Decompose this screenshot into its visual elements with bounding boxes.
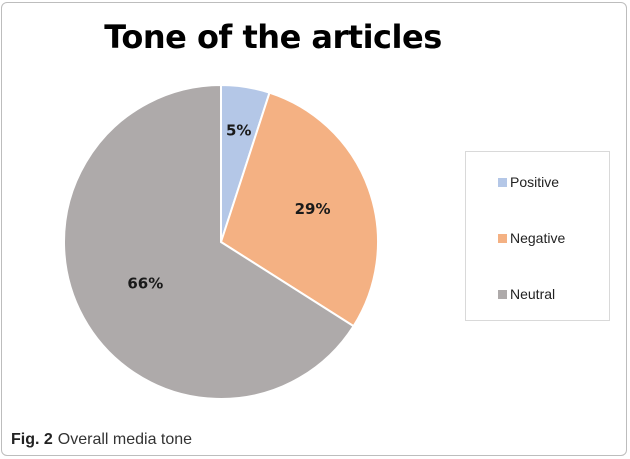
legend-item-neutral: Neutral [498, 284, 555, 304]
chart-title: Tone of the articles [104, 18, 442, 56]
legend-swatch-negative [498, 233, 507, 243]
figure-number: Fig. 2 [11, 431, 53, 448]
legend-label-neutral: Neutral [510, 286, 556, 302]
pie-slice-negative [219, 91, 379, 328]
figure-caption-text: Overall media tone [57, 431, 193, 448]
legend-label-negative: Negative [510, 230, 566, 246]
pie-label-negative: 29% [295, 200, 331, 218]
pie-label-positive: 5% [226, 121, 251, 139]
chart-legend: Positive Negative Neutral [465, 151, 610, 321]
legend-swatch-neutral [498, 289, 507, 299]
figure-caption: Fig. 2 Overall media tone [11, 431, 192, 449]
legend-swatch-positive [498, 177, 507, 187]
pie-slice-neutral [63, 83, 355, 400]
legend-label-positive: Positive [510, 174, 560, 190]
legend-item-negative: Negative [498, 228, 565, 248]
legend-item-positive: Positive [498, 172, 559, 192]
pie-label-neutral: 66% [127, 275, 163, 293]
